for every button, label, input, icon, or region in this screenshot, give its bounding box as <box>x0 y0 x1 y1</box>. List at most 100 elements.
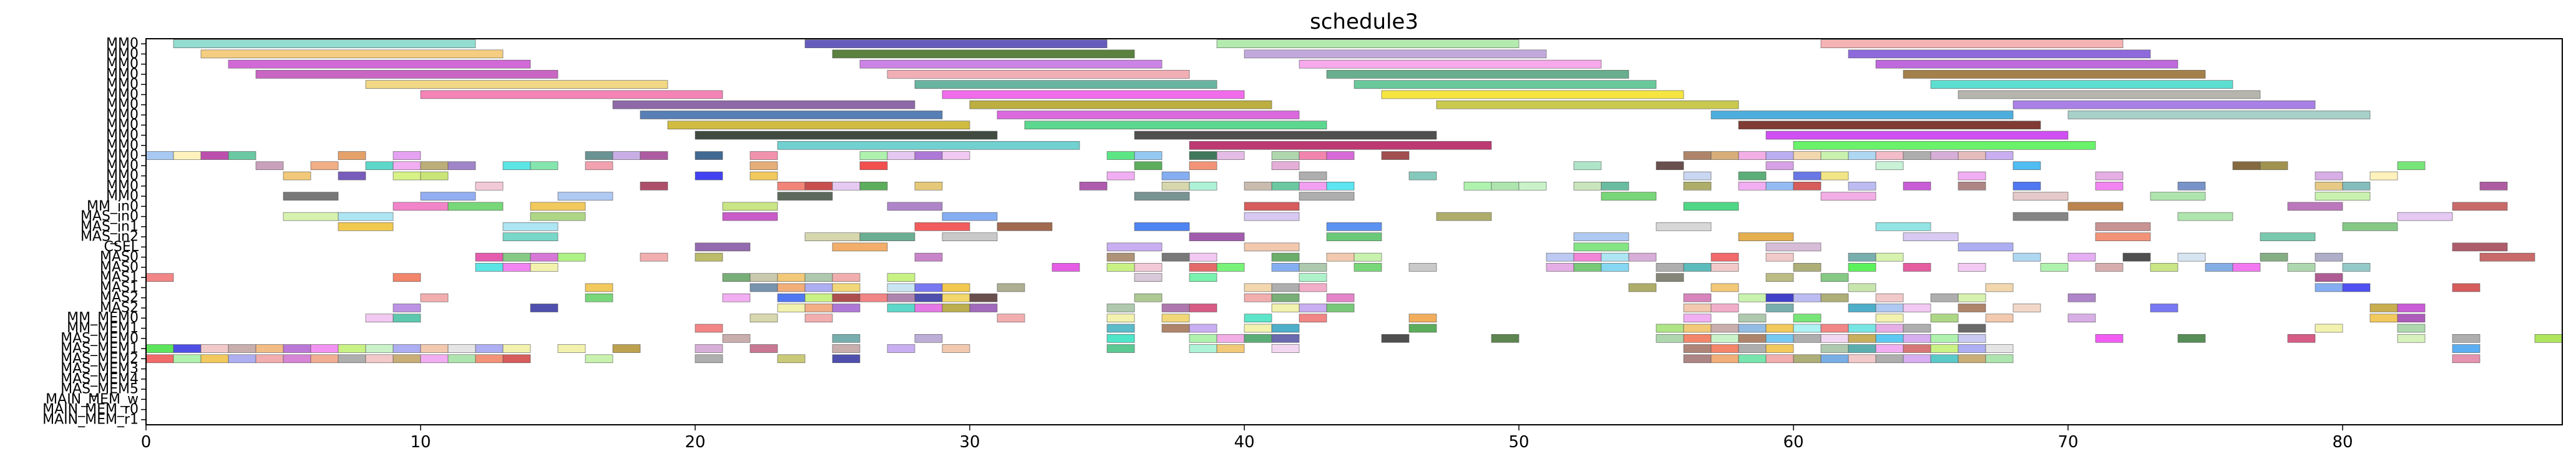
task-bar <box>1903 304 1931 312</box>
task-bar <box>914 182 943 191</box>
task-bar <box>749 273 778 282</box>
task-bar <box>1710 283 1739 292</box>
task-bar <box>1820 39 2124 48</box>
task-bar <box>1106 252 1135 262</box>
task-bar <box>1299 59 1602 69</box>
task-bar <box>832 49 1135 59</box>
task-bar <box>667 121 970 130</box>
task-bar <box>804 304 833 312</box>
task-bar <box>640 111 943 119</box>
task-bar <box>420 90 723 99</box>
task-bar <box>1216 263 1245 272</box>
task-bar <box>1299 263 1327 272</box>
task-bar <box>1299 151 1327 160</box>
task-bar <box>1903 344 1931 353</box>
task-bar <box>338 212 394 221</box>
task-bar <box>1738 344 1767 353</box>
row-label: MAIN_MEM_w <box>46 392 139 407</box>
task-bar <box>557 192 613 201</box>
task-bar <box>338 222 394 231</box>
task-bar <box>722 334 751 343</box>
task-bar <box>283 354 311 364</box>
task-bar <box>1875 151 1904 160</box>
task-bar <box>914 151 943 160</box>
task-bar <box>1875 304 1904 312</box>
task-bar <box>1573 232 1629 241</box>
row-label: MAS_MEM4 <box>61 371 139 387</box>
task-bar <box>1930 293 1959 302</box>
task-bar <box>1244 334 1272 343</box>
task-bar <box>1683 314 1712 323</box>
task-bar <box>1848 252 1876 262</box>
task-bar <box>1573 242 1629 252</box>
task-bar <box>1903 334 1931 343</box>
task-bar <box>1189 273 1217 282</box>
row-label: MM0 <box>106 97 139 112</box>
task-bar <box>1820 334 1849 343</box>
task-bar <box>1216 39 1520 48</box>
task-bar <box>1683 344 1712 353</box>
task-bar <box>749 171 778 181</box>
task-bar <box>777 304 806 312</box>
task-bar <box>997 314 1025 323</box>
task-bar <box>1656 263 1684 272</box>
row-label: MAS_MEM5 <box>61 382 139 397</box>
task-bar <box>1463 182 1492 191</box>
row-label: MM0 <box>106 36 139 52</box>
task-bar <box>997 283 1025 292</box>
task-bar <box>1958 304 1986 312</box>
task-bar <box>1958 334 1986 343</box>
task-bar <box>1710 111 2014 119</box>
task-bar <box>1573 252 1602 262</box>
task-bar <box>695 324 723 333</box>
task-bar <box>585 161 613 171</box>
task-bar <box>887 202 943 211</box>
task-bar <box>1326 252 1355 262</box>
task-bar <box>2342 263 2371 272</box>
task-bar <box>1738 314 1767 323</box>
task-bar <box>942 344 970 353</box>
task-bar <box>804 273 833 282</box>
task-bar <box>145 344 174 353</box>
row-label: CSEL <box>104 239 139 255</box>
task-bar <box>475 344 504 353</box>
chart-title: schedule3 <box>1310 9 1418 34</box>
task-bar <box>173 151 202 160</box>
task-bar <box>1985 314 2014 323</box>
task-bar <box>832 182 861 191</box>
task-bar <box>1793 354 1822 364</box>
task-bar <box>1326 232 1382 241</box>
task-bar <box>1216 344 1245 353</box>
task-bar <box>1765 324 1794 333</box>
task-bar <box>2479 182 2508 191</box>
task-bar <box>145 354 174 364</box>
task-bar <box>1244 293 1272 302</box>
task-bar <box>502 344 531 353</box>
task-bar <box>1244 324 1272 333</box>
task-bar <box>1765 273 1794 282</box>
task-bar <box>1546 263 1574 272</box>
task-bar <box>1299 314 1327 323</box>
task-bar <box>1189 161 1217 171</box>
task-bar <box>173 39 476 48</box>
task-bar <box>1326 151 1355 160</box>
task-bar <box>1958 354 1986 364</box>
task-bar <box>1875 344 1904 353</box>
task-bar <box>1656 324 1684 333</box>
task-bar <box>1710 151 1739 160</box>
task-bar <box>2012 192 2069 201</box>
task-bar <box>2040 263 2069 272</box>
row-label: MAS2 <box>100 290 139 305</box>
task-bar <box>2095 334 2124 343</box>
task-bar <box>2012 100 2316 109</box>
task-bar <box>1958 263 1986 272</box>
task-bar <box>283 171 311 181</box>
task-bar <box>200 354 229 364</box>
task-bar <box>310 161 339 171</box>
row-label: MM0 <box>106 77 139 92</box>
task-bar <box>2452 354 2481 364</box>
task-bar <box>1189 304 1217 312</box>
task-bar <box>2397 161 2426 171</box>
task-bar <box>1106 334 1135 343</box>
